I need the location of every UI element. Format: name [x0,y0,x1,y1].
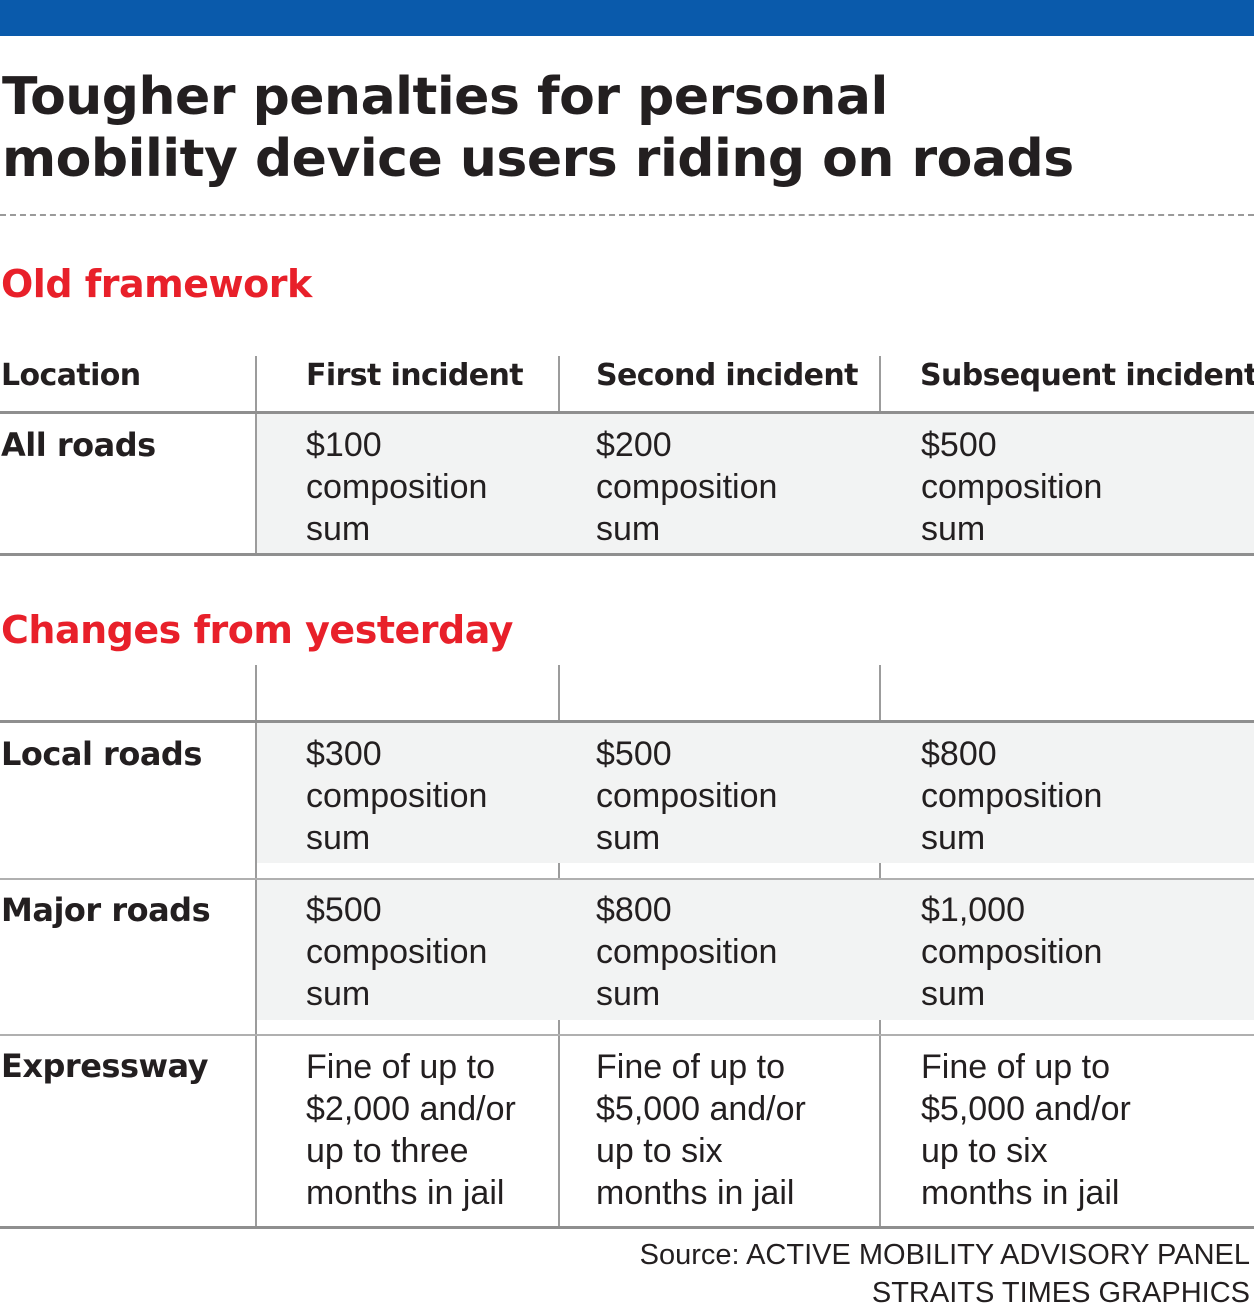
column-divider [255,356,257,554]
cell-subsequent-incidents: $500 composition sum [921,426,1103,548]
headline: Tougher penalties for personal mobility … [2,66,1252,190]
dashed-divider [0,214,1254,216]
row-shade [257,880,1254,1020]
cell-second-incident: $500 composition sum [596,735,778,857]
cell-subsequent-incidents: $800 composition sum [921,735,1103,857]
cell-first-incident: $500 composition sum [306,891,488,1013]
header-rule [0,720,1254,723]
section-title-old-framework: Old framework [1,262,312,306]
column-divider [255,665,257,1228]
column-header-first-incident: First incident [306,358,524,393]
header-rule [0,411,1254,414]
cell-first-incident: $300 composition sum [306,735,488,857]
headline-line-1: Tougher penalties for personal [2,67,888,127]
row-shade [257,723,1254,863]
source-credit: Source: ACTIVE MOBILITY ADVISORY PANEL S… [640,1236,1250,1309]
row-shade [257,414,1254,554]
cell-first-incident: Fine of up to $2,000 and/or up to three mon… [306,1048,516,1212]
cell-second-incident: $200 composition sum [596,426,778,548]
cell-first-incident: $100 composition sum [306,426,488,548]
row-divider [0,878,1254,880]
source-line: Source: ACTIVE MOBILITY ADVISORY PANEL [639,1239,1250,1271]
cell-subsequent-incidents: $1,000 composition sum [921,891,1103,1013]
section-title-changes: Changes from yesterday [1,608,513,652]
top-color-bar [0,0,1254,36]
cell-second-incident: Fine of up to $5,000 and/or up to six month… [596,1048,806,1212]
row-label-expressway: Expressway [1,1047,209,1085]
cell-second-incident: $800 composition sum [596,891,778,1013]
column-header-location: Location [1,358,141,393]
row-divider [0,1034,1254,1036]
column-header-second-incident: Second incident [596,358,858,393]
table-bottom-rule [0,553,1254,556]
graphics-credit: STRAITS TIMES GRAPHICS [871,1277,1250,1309]
row-label-local-roads: Local roads [1,735,202,773]
cell-subsequent-incidents: Fine of up to $5,000 and/or up to six month… [921,1048,1131,1212]
table-bottom-rule [0,1226,1254,1229]
row-label-all-roads: All roads [1,426,156,464]
row-label-major-roads: Major roads [1,891,211,929]
column-header-subsequent-incidents: Subsequent incidents [920,358,1254,393]
headline-line-2: mobility device users riding on roads [2,129,1074,189]
